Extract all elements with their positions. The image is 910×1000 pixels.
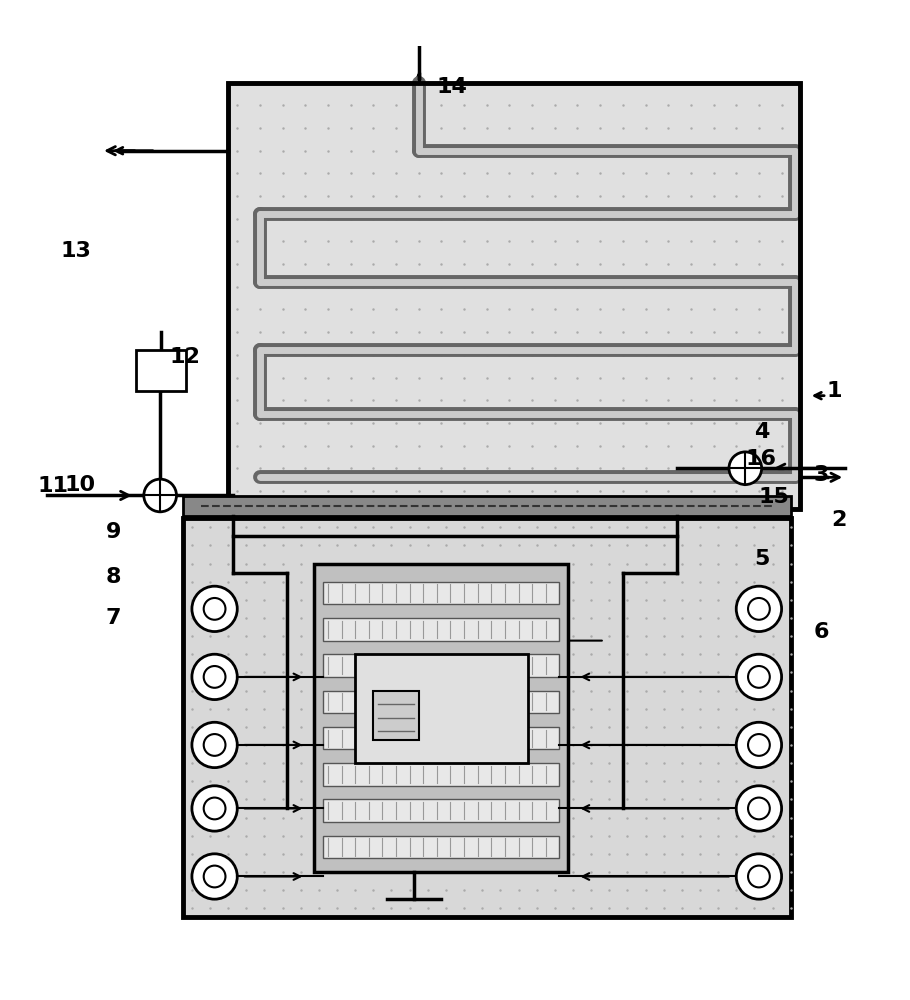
Circle shape (748, 866, 770, 887)
Bar (183, 496, 791, 516)
Bar (314, 564, 569, 872)
Text: 7: 7 (106, 608, 121, 628)
Text: 13: 13 (60, 241, 91, 261)
Bar (228, 83, 800, 509)
Circle shape (729, 452, 762, 485)
Circle shape (748, 734, 770, 756)
Circle shape (748, 598, 770, 620)
Bar (323, 691, 560, 713)
Text: 5: 5 (754, 549, 770, 569)
Circle shape (748, 666, 770, 688)
Circle shape (736, 586, 782, 632)
Circle shape (192, 586, 238, 632)
Circle shape (144, 479, 177, 512)
Bar (323, 654, 560, 677)
Circle shape (192, 854, 238, 899)
Text: 8: 8 (106, 567, 121, 587)
Text: 1: 1 (827, 381, 843, 401)
Circle shape (736, 854, 782, 899)
Bar (228, 83, 800, 509)
Text: 11: 11 (37, 476, 68, 496)
Bar (323, 618, 560, 641)
Bar (323, 836, 560, 858)
Circle shape (204, 866, 226, 887)
Text: 10: 10 (65, 475, 96, 495)
Text: 14: 14 (437, 77, 468, 97)
Bar (183, 518, 791, 917)
Circle shape (736, 786, 782, 831)
Circle shape (192, 722, 238, 768)
Circle shape (204, 598, 226, 620)
Circle shape (204, 666, 226, 688)
Circle shape (748, 798, 770, 819)
Circle shape (204, 734, 226, 756)
Text: 16: 16 (745, 449, 776, 469)
Bar (323, 582, 560, 604)
Text: 9: 9 (106, 522, 121, 542)
Circle shape (736, 722, 782, 768)
Circle shape (204, 798, 226, 819)
Text: 12: 12 (169, 347, 200, 367)
Circle shape (192, 786, 238, 831)
Text: 3: 3 (814, 465, 829, 485)
Bar (323, 799, 560, 822)
Bar (323, 763, 560, 786)
Circle shape (192, 654, 238, 700)
Bar (355, 654, 528, 763)
Circle shape (736, 654, 782, 700)
Text: 2: 2 (832, 510, 847, 530)
Bar (136, 350, 186, 391)
Bar (314, 564, 569, 872)
Bar (373, 691, 419, 740)
Text: 6: 6 (814, 622, 829, 642)
Text: 15: 15 (759, 487, 790, 507)
Bar (323, 727, 560, 749)
Text: 4: 4 (754, 422, 770, 442)
